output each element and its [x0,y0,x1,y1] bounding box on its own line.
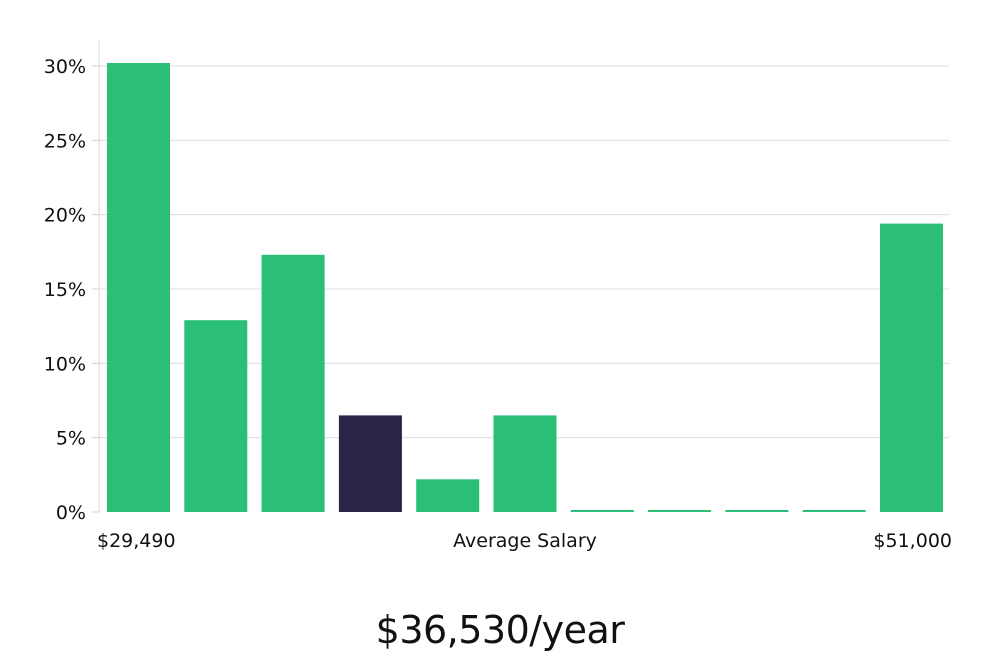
bar [184,320,248,512]
bar-highlighted [338,415,402,512]
bar [570,510,634,512]
bar [802,510,866,512]
salary-histogram: 0% 5% 10% 15% 20% 25% 30% $29,490 Average Sala… [44,40,952,552]
y-tick-label: 10% [44,353,86,375]
bar [725,510,789,512]
average-salary-headline: $36,530/year [375,608,625,652]
bar [107,63,170,512]
bar [880,223,943,512]
y-tick-label: 25% [44,130,86,152]
y-tick-label: 15% [44,279,86,301]
bar [648,510,712,512]
bar [493,415,557,512]
bar [261,254,325,513]
y-tick-label: 0% [56,502,86,524]
y-tick-label: 30% [44,56,86,78]
y-tick-label: 5% [56,428,86,450]
x-axis-label: Average Salary [453,530,597,552]
bar [416,479,480,512]
bars [107,63,943,513]
y-axis-ticks: 0% 5% 10% 15% 20% 25% 30% [44,56,99,524]
x-min-label: $29,490 [97,530,176,552]
x-max-label: $51,000 [873,530,952,552]
y-tick-label: 20% [44,205,86,227]
